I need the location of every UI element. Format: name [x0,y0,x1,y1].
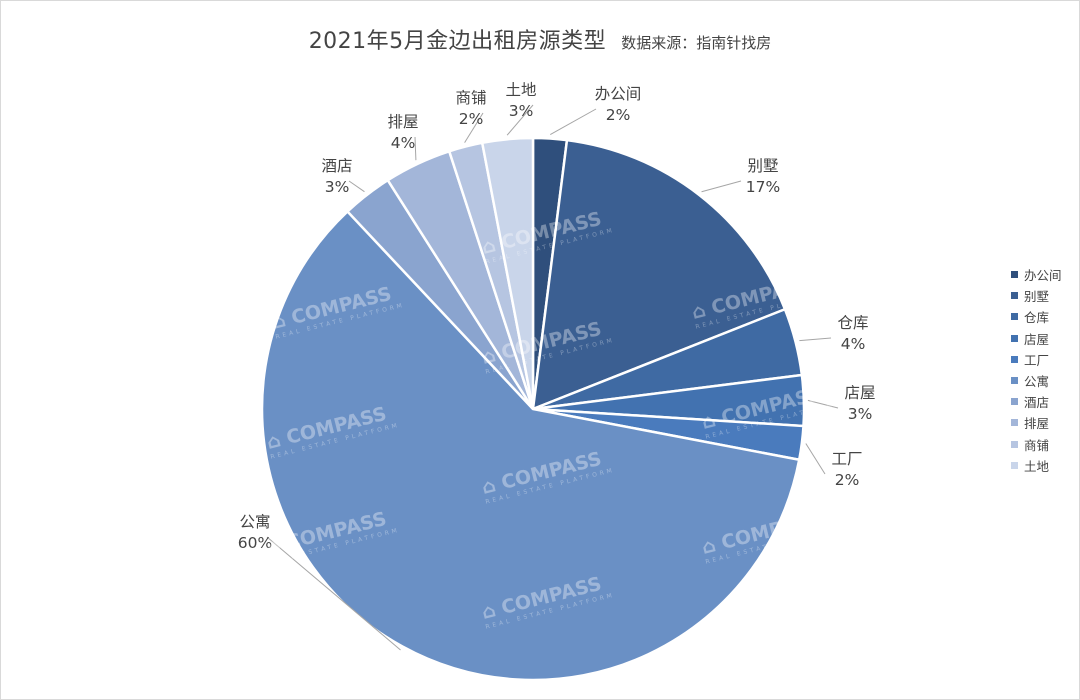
legend-swatch [1011,440,1018,448]
legend-label: 公寓 [1024,374,1050,390]
pie-slice-6 [260,209,801,682]
slice-value-label: 17% [746,178,780,196]
slice-category-label: 店屋 [844,384,875,402]
pie-slice-10 [480,136,535,410]
leader-line-7 [348,180,365,193]
leader-line-8 [414,136,417,161]
slice-value-label: 4% [391,134,416,152]
slice-value-label: 3% [325,178,350,196]
legend-label: 店屋 [1024,331,1050,347]
legend-swatch [1011,398,1018,406]
legend-item: 土地 [1011,455,1062,476]
slice-category-label: 工厂 [831,450,862,468]
legend-label: 酒店 [1024,395,1050,411]
legend-item: 公寓 [1011,370,1062,391]
legend-item: 店屋 [1011,328,1062,349]
slice-category-label: 别墅 [747,157,778,175]
legend-item: 排屋 [1011,412,1062,433]
leader-lines [266,104,839,651]
chart-legend: 办公间别墅仓库店屋工厂公寓酒店排屋商铺土地 [1011,264,1062,476]
pie-slices [260,136,806,682]
slice-value-label: 2% [835,471,860,489]
slice-labels: 办公间 2% 别墅 17% 仓库 4% 店屋 3% 工厂 2% 公寓 60% 酒店 3% 排屋 4% 商铺 2% 土… [238,81,876,552]
slice-category-label: 土地 [505,81,536,99]
legend-label: 工厂 [1024,352,1050,368]
slice-category-label: 公寓 [239,513,270,531]
slice-value-label: 2% [459,110,484,128]
slice-category-label: 商铺 [455,89,486,107]
legend-item: 办公间 [1011,264,1062,285]
legend-item: 别墅 [1011,285,1062,306]
pie-slice-2 [531,138,787,411]
legend-swatch [1011,292,1018,300]
slice-value-label: 4% [841,335,866,353]
leader-line-2 [701,180,742,193]
slice-value-label: 3% [509,102,534,120]
legend-label: 土地 [1024,458,1050,474]
slice-value-label: 3% [848,405,873,423]
chart-subtitle: 数据来源：指南针找房 [621,34,772,52]
leader-line-5 [805,443,826,475]
legend-item: 仓库 [1011,306,1062,327]
legend-swatch [1011,377,1018,385]
chart-title: 2021年5月金边出租房源类型 [308,29,607,54]
legend-label: 商铺 [1024,437,1050,453]
slice-category-label: 酒店 [321,157,352,175]
leader-line-1 [550,108,597,135]
slice-value-label: 2% [606,106,631,124]
title-row: 2021年5月金边出租房源类型 数据来源：指南针找房 [1,23,1079,55]
leader-line-10 [506,104,534,136]
legend-swatch [1011,461,1018,469]
legend-label: 仓库 [1024,310,1050,326]
slice-category-label: 办公间 [595,85,642,103]
slice-value-label: 60% [238,534,272,552]
legend-item: 酒店 [1011,391,1062,412]
slice-category-label: 排屋 [387,113,418,131]
legend-item: 商铺 [1011,434,1062,455]
leader-line-4 [807,399,839,409]
legend-swatch [1011,334,1018,342]
legend-label: 办公间 [1024,268,1062,284]
leader-line-9 [464,112,484,143]
legend-swatch [1011,313,1018,321]
slice-category-label: 仓库 [837,314,868,332]
legend-swatch [1011,419,1018,427]
legend-label: 别墅 [1024,289,1050,305]
legend-swatch [1011,355,1018,363]
legend-item: 工厂 [1011,349,1062,370]
leader-line-6 [266,536,401,651]
legend-swatch [1011,271,1018,279]
legend-label: 排屋 [1024,416,1050,432]
leader-line-3 [799,337,832,342]
